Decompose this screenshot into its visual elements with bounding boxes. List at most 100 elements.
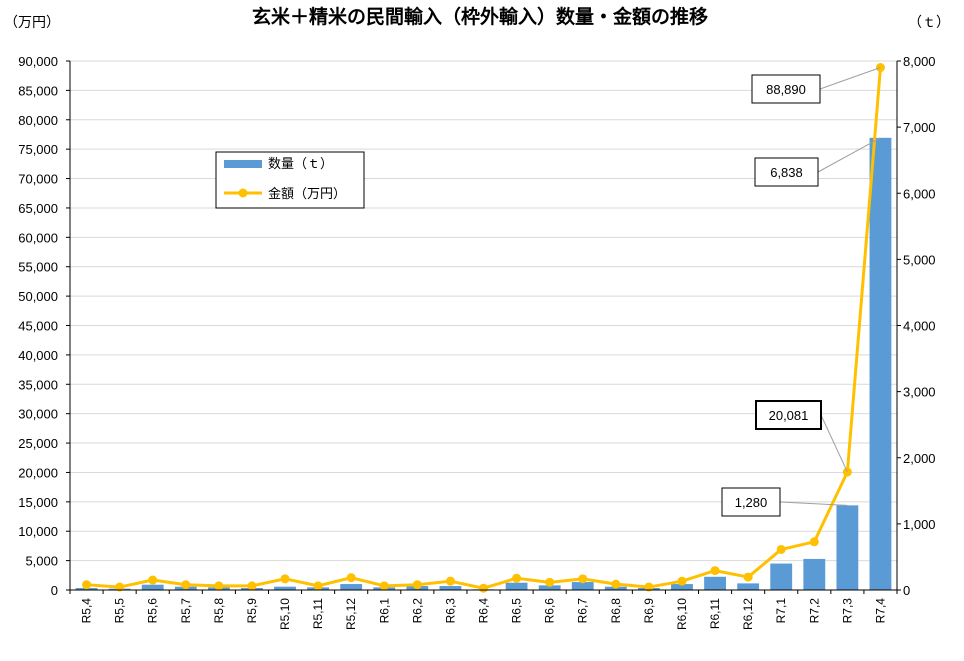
line-point: [181, 580, 191, 590]
line-point: [809, 537, 819, 547]
left-tick-label: 80,000: [18, 113, 58, 128]
right-tick-label: 4,000: [903, 319, 936, 334]
left-tick-label: 10,000: [18, 524, 58, 539]
left-tick-label: 45,000: [18, 319, 58, 334]
line-point: [379, 581, 389, 591]
bar: [340, 584, 363, 590]
left-tick-label: 35,000: [18, 377, 58, 392]
line-point: [247, 581, 257, 591]
bar: [274, 586, 296, 590]
callout-leader: [820, 414, 848, 473]
line-series: [82, 63, 885, 593]
x-tick-label: R5,8: [212, 598, 226, 624]
callout-leader: [819, 67, 881, 90]
left-tick-label: 5,000: [25, 554, 58, 569]
gridlines: [70, 60, 897, 591]
left-tick-label: 0: [51, 583, 58, 598]
callouts: 88,890 6,838 20,081 1,280: [721, 67, 881, 517]
x-tick-label: R5,4: [80, 598, 94, 624]
callout-label: 88,890: [766, 82, 806, 97]
right-axis: 0 1,000 2,000 3,000 4,000 5,000 6,000 7,000 8,00…: [897, 54, 936, 598]
left-tick-label: 65,000: [18, 201, 58, 216]
line-point: [214, 581, 224, 591]
line-point: [512, 573, 522, 583]
right-tick-label: 5,000: [903, 252, 936, 267]
bar: [439, 586, 462, 590]
bar: [836, 505, 859, 590]
callout-box: [751, 74, 821, 104]
callout-box: [721, 487, 781, 517]
callout-label: 20,081: [769, 408, 809, 423]
left-tick-label: 70,000: [18, 172, 58, 187]
right-tick-label: 7,000: [903, 120, 936, 135]
callout-leader: [817, 137, 881, 173]
bar: [869, 137, 892, 590]
line-point: [743, 572, 753, 582]
right-axis-unit: （ｔ）: [908, 15, 950, 31]
x-tick-label: R6,8: [609, 598, 623, 624]
right-tick-label: 6,000: [903, 186, 936, 201]
right-tick-label: 2,000: [903, 451, 936, 466]
legend-line-marker: [238, 188, 248, 198]
bar: [671, 584, 693, 590]
x-tick-label: R5,7: [179, 598, 193, 624]
x-tick-label: R7,3: [840, 598, 854, 624]
x-tick-label: R7,2: [807, 598, 821, 624]
left-tick-label: 75,000: [18, 142, 58, 157]
legend-bar-label: 数量（ｔ）: [268, 157, 333, 172]
right-tick-label: 1,000: [903, 517, 936, 532]
x-axis: R5,4 R5,5 R5,6 R5,7 R5,8 R5,9 R5,10 R5,11 R5,12 R…: [69, 590, 898, 630]
left-tick-label: 55,000: [18, 260, 58, 275]
bar: [505, 582, 528, 590]
left-tick-label: 85,000: [18, 83, 58, 98]
x-tick-label: R6,6: [543, 598, 557, 624]
legend-line-label: 金額（万円）: [268, 186, 346, 202]
line-point: [313, 581, 323, 591]
line-point: [412, 580, 422, 590]
line-point: [148, 575, 158, 585]
x-tick-label: R6,1: [377, 598, 391, 624]
bar: [770, 563, 793, 590]
line-point: [710, 566, 720, 576]
x-tick-label: R6,12: [741, 598, 755, 630]
line-point: [677, 576, 687, 586]
line-point: [82, 580, 92, 590]
x-tick-label: R5,6: [146, 598, 160, 624]
x-tick-label: R6,4: [477, 598, 491, 624]
x-tick-label: R6,9: [642, 598, 656, 624]
left-tick-label: 90,000: [18, 54, 58, 69]
line-point: [479, 583, 488, 593]
left-axis-unit: （万円）: [4, 15, 60, 31]
bar-series: [75, 137, 892, 590]
x-tick-label: R5,12: [344, 598, 358, 630]
bar: [538, 585, 561, 590]
line-point: [545, 577, 555, 587]
x-tick-label: R5,5: [113, 598, 127, 624]
left-tick-label: 15,000: [18, 495, 58, 510]
line-point: [115, 582, 125, 592]
left-tick-label: 30,000: [18, 407, 58, 422]
line-point: [644, 582, 654, 592]
left-axis: 0 5,000 10,000 15,000 20,000 25,000 30,000 35,0…: [18, 54, 70, 598]
bar: [737, 583, 760, 590]
line-point: [611, 579, 621, 589]
x-tick-label: R7,4: [873, 598, 887, 624]
right-tick-label: 8,000: [903, 54, 936, 69]
callout-label: 6,838: [770, 165, 803, 180]
x-tick-label: R6,7: [576, 598, 590, 624]
x-tick-label: R7,1: [774, 598, 788, 624]
legend: 数量（ｔ） 金額（万円）: [215, 151, 365, 209]
line-point: [578, 574, 588, 584]
callout-box: [754, 157, 819, 187]
left-tick-label: 25,000: [18, 436, 58, 451]
line-point: [346, 573, 356, 583]
left-tick-label: 20,000: [18, 465, 58, 480]
bar: [141, 584, 164, 590]
legend-bar-swatch: [224, 160, 262, 168]
bar: [803, 558, 826, 590]
left-tick-label: 50,000: [18, 289, 58, 304]
callout-label: 1,280: [735, 495, 768, 510]
x-tick-label: R5,9: [245, 598, 259, 624]
line-point: [280, 574, 290, 584]
